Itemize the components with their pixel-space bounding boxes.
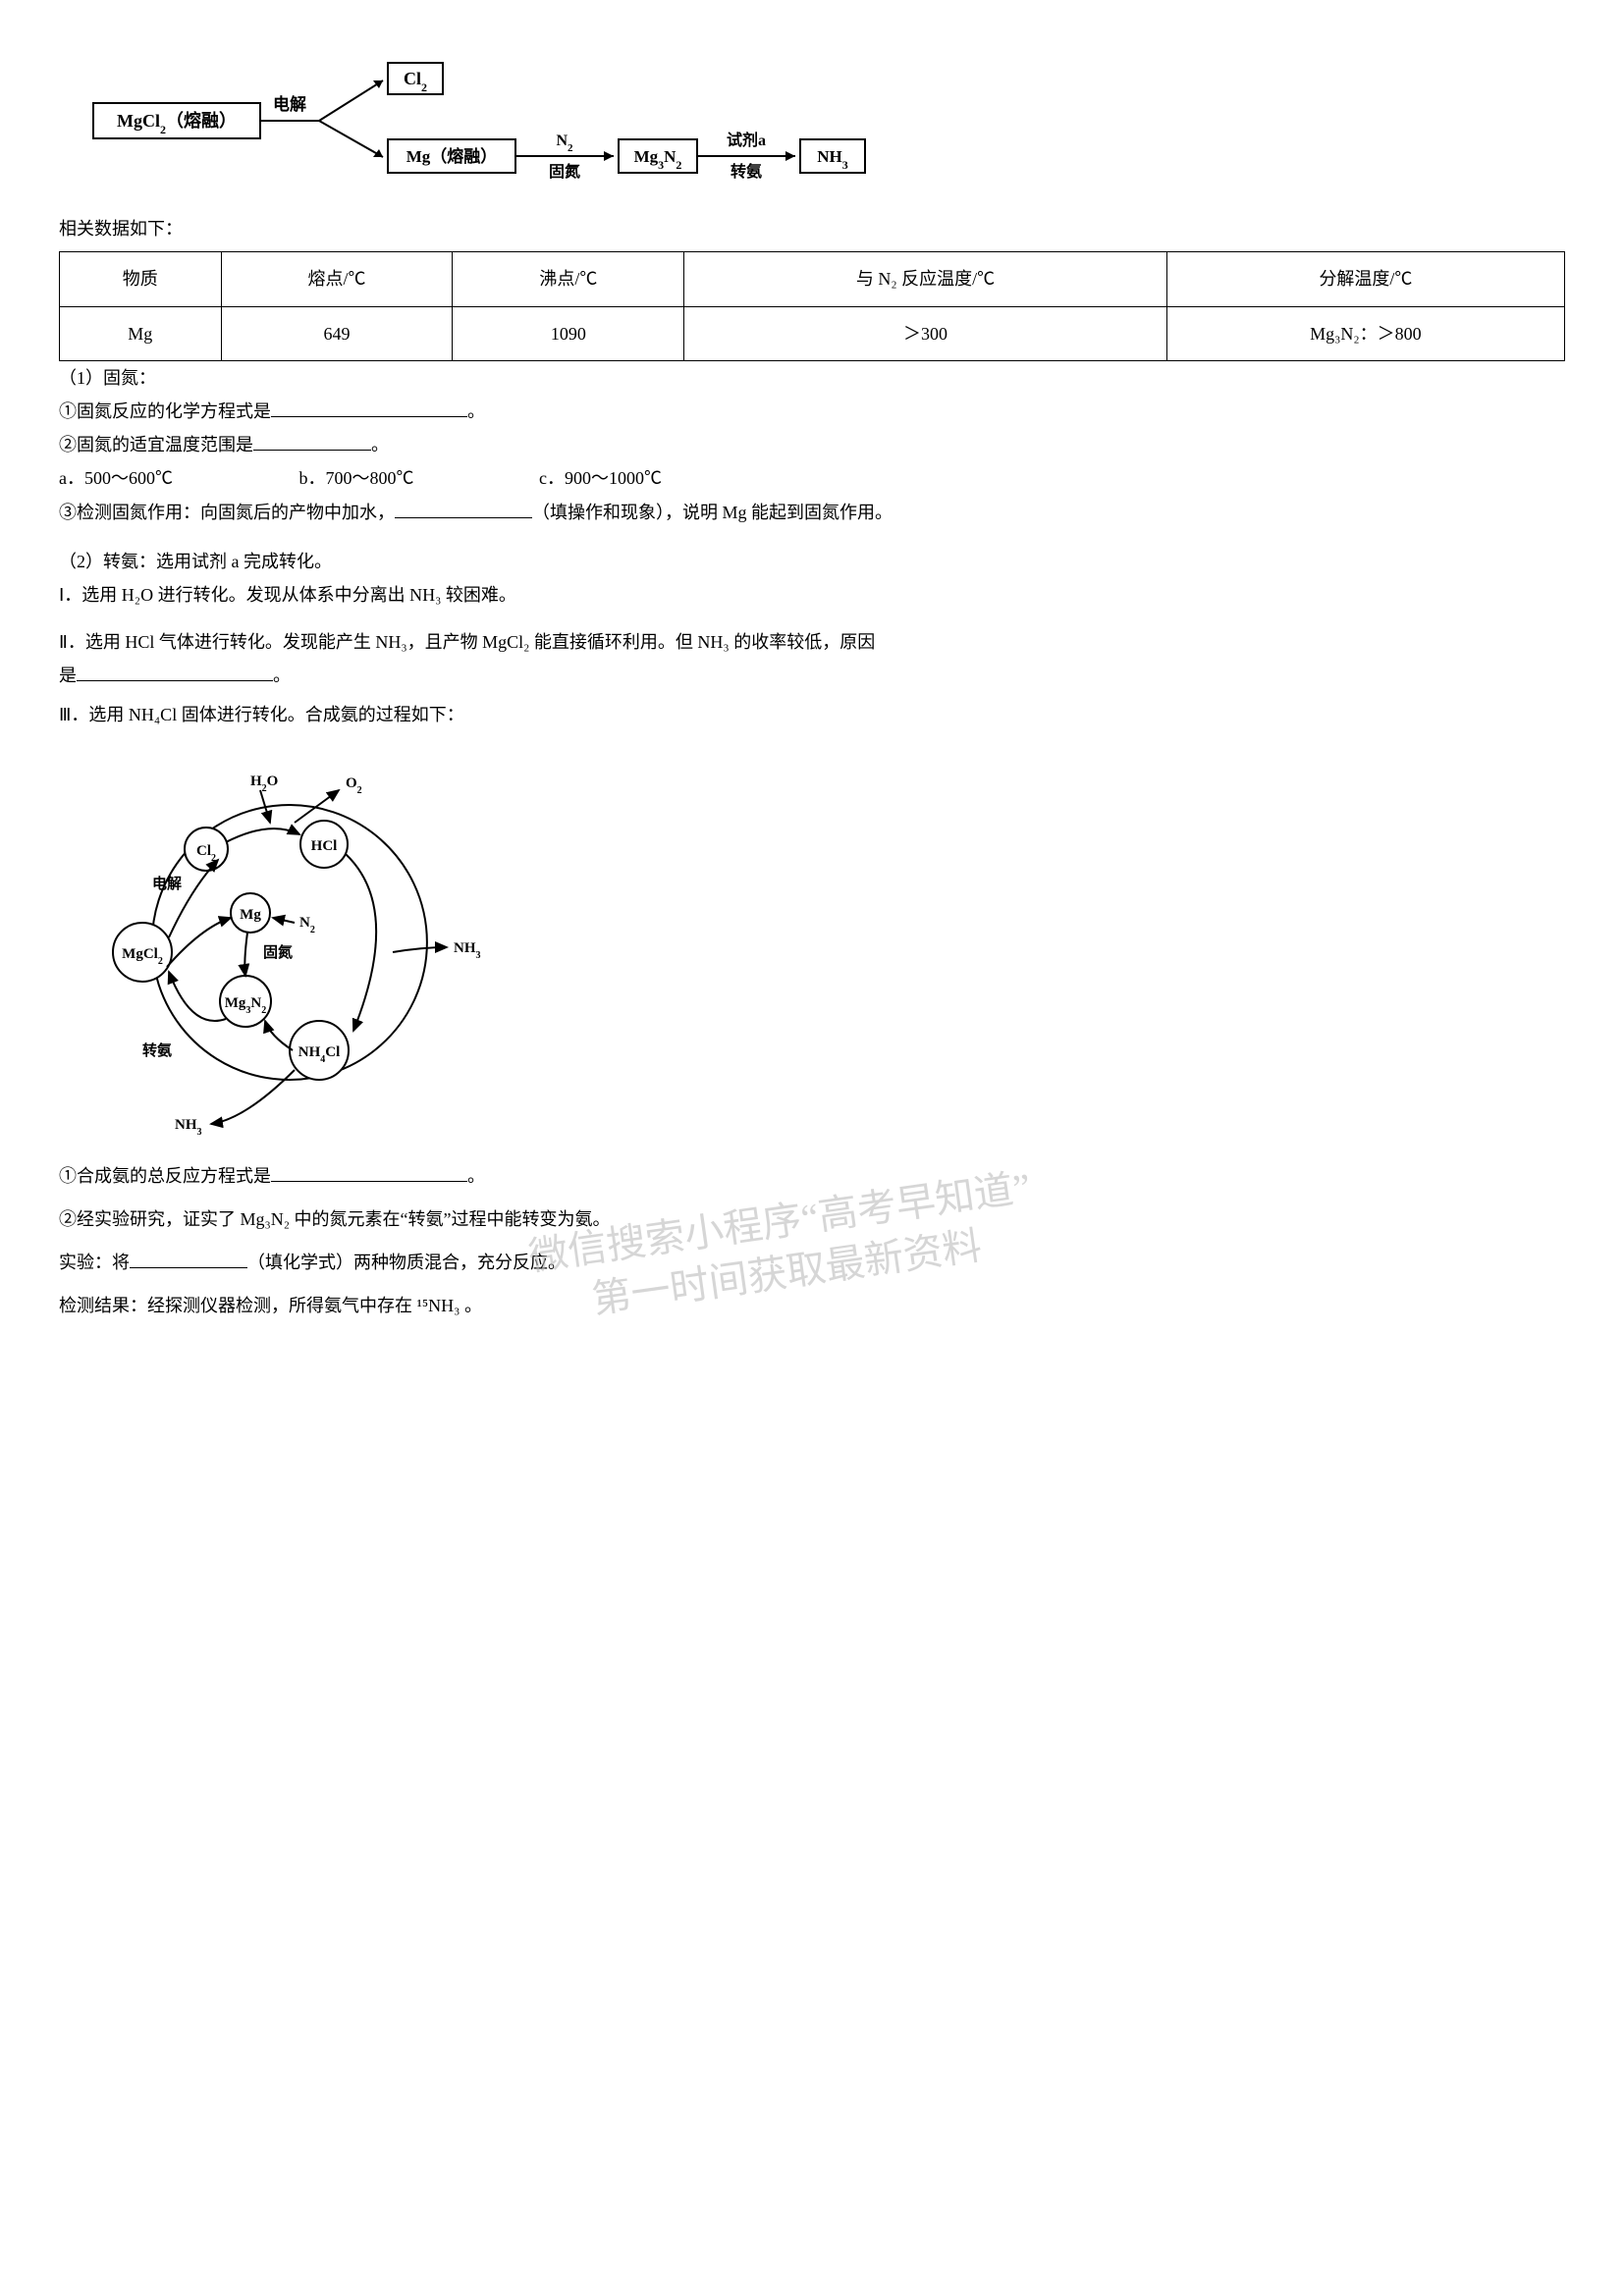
- q2-II-a: Ⅱ．选用 HCl 气体进行转化。发现能产生 NH₃，且产物 MgCl₂ 能直接循…: [59, 625, 1565, 659]
- flow-node-mg: Mg（熔融）: [406, 146, 498, 166]
- opt-c: c．900～1000℃: [539, 461, 662, 495]
- q2-I: Ⅰ．选用 H₂O 进行转化。发现从体系中分离出 NH₃ 较困难。: [59, 578, 1565, 612]
- q1-line2: ②固氮的适宜温度范围是 。: [59, 428, 1565, 461]
- blank[interactable]: [271, 1163, 467, 1182]
- cyc-mg: Mg: [240, 907, 261, 923]
- cyc-nh3-right: NH3: [454, 940, 481, 961]
- cyc-hcl: HCl: [311, 838, 338, 854]
- td-substance: Mg: [60, 306, 222, 360]
- q1-title: （1）固氮：: [59, 361, 1565, 395]
- blank[interactable]: [271, 399, 467, 417]
- q2-II-line2: 是。: [59, 659, 1565, 692]
- cyc-label-gudan: 固氮: [263, 943, 293, 961]
- q1-line1-a: ①固氮反应的化学方程式是: [59, 401, 271, 421]
- q2-title: （2）转氨：选用试剂 a 完成转化。: [59, 545, 1565, 578]
- table-intro: 相关数据如下：: [59, 212, 1565, 245]
- q3-line2: ②经实验研究，证实了 Mg₃N₂ 中的氮元素在“转氨”过程中能转变为氨。: [59, 1202, 1565, 1236]
- th-react-n2: 与 N₂ 反应温度/℃: [684, 252, 1166, 306]
- q3-line1-a: ①合成氨的总反应方程式是: [59, 1166, 271, 1186]
- blank[interactable]: [253, 432, 371, 451]
- td-melting: 649: [221, 306, 453, 360]
- cycle-diagram: Cl2 HCl Mg MgCl2 Mg3N2 NH4Cl H2O O2 电解 N…: [98, 736, 1565, 1159]
- q3-line1-b: 。: [467, 1166, 485, 1186]
- th-boiling: 沸点/℃: [453, 252, 684, 306]
- th-decompose: 分解温度/℃: [1166, 252, 1564, 306]
- q1-options: a．500～600℃ b．700～800℃ c．900～1000℃: [59, 461, 1565, 495]
- flow-label-zhuan: 转氨: [731, 162, 762, 181]
- td-decompose: Mg₃N₂：＞800: [1166, 306, 1564, 360]
- q3-line3-a: 实验：将: [59, 1253, 130, 1272]
- opt-a: a．500～600℃: [59, 461, 295, 495]
- td-react-n2: ＞300: [684, 306, 1166, 360]
- flow-label-electrolysis: 电解: [273, 94, 306, 114]
- th-substance: 物质: [60, 252, 222, 306]
- q1-line3-a: ③检测固氮作用：向固氮后的产物中加水，: [59, 503, 395, 522]
- cyc-label-dianjie: 电解: [152, 875, 182, 892]
- cyc-nh3-bottom: NH3: [175, 1117, 202, 1138]
- td-boiling: 1090: [453, 306, 684, 360]
- cyc-h2o: H2O: [250, 774, 278, 794]
- q2-II-b: 是: [59, 666, 77, 685]
- q1-line2-a: ②固氮的适宜温度范围是: [59, 435, 253, 454]
- data-table: 物质 熔点/℃ 沸点/℃ 与 N₂ 反应温度/℃ 分解温度/℃ Mg 649 1…: [59, 251, 1565, 360]
- q1-line3-b: （填操作和现象），说明 Mg 能起到固氮作用。: [532, 503, 893, 522]
- q2-II-c: 。: [273, 666, 291, 685]
- blank[interactable]: [395, 500, 532, 518]
- q3-line1: ①合成氨的总反应方程式是 。: [59, 1159, 1565, 1193]
- q3-line3: 实验：将 （填化学式）两种物质混合，充分反应。: [59, 1246, 1565, 1279]
- cyc-o2: O2: [346, 775, 362, 796]
- blank[interactable]: [130, 1250, 247, 1268]
- q2-III: Ⅲ．选用 NH₄Cl 固体进行转化。合成氨的过程如下：: [59, 698, 1565, 731]
- flow-label-reagent-a: 试剂a: [727, 131, 766, 149]
- q3-line4: 检测结果：经探测仪器检测，所得氨气中存在 ¹⁵NH₃ 。: [59, 1289, 1565, 1322]
- q3-line3-b: （填化学式）两种物质混合，充分反应。: [247, 1253, 566, 1272]
- table-row: Mg 649 1090 ＞300 Mg₃N₂：＞800: [60, 306, 1565, 360]
- flow-label-n2: N2: [556, 133, 573, 154]
- cyc-n2: N2: [299, 915, 315, 935]
- flow-label-gudan: 固氮: [549, 162, 580, 181]
- opt-b: b．700～800℃: [299, 461, 535, 495]
- cyc-label-zhuan: 转氨: [142, 1041, 172, 1059]
- process-flow-diagram: MgCl2（熔融） 电解 Cl2 Mg（熔融） N2 固氮 Mg3N2 试剂a …: [88, 59, 1565, 202]
- q1-line1: ①固氮反应的化学方程式是 。: [59, 395, 1565, 428]
- blank[interactable]: [77, 663, 273, 681]
- q1-line1-b: 。: [467, 401, 485, 421]
- q1-line3: ③检测固氮作用：向固氮后的产物中加水， （填操作和现象），说明 Mg 能起到固氮作…: [59, 496, 1565, 529]
- th-melting: 熔点/℃: [221, 252, 453, 306]
- q1-line2-b: 。: [371, 435, 389, 454]
